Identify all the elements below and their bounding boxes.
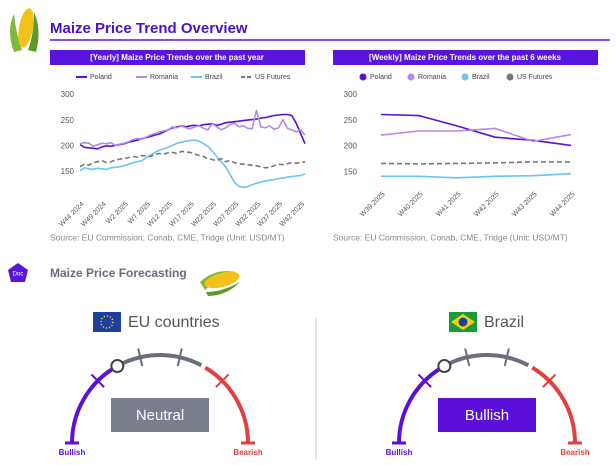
chart-header bbox=[50, 50, 305, 65]
page-title: Maize Price Trend Overview bbox=[50, 20, 248, 37]
y-tick-label: 150 bbox=[344, 167, 358, 176]
outlook-box bbox=[111, 398, 209, 432]
corn-icon bbox=[10, 8, 39, 52]
gauge-bearish-arc bbox=[204, 365, 250, 444]
gauge-tick bbox=[176, 348, 183, 367]
legend-label: Brazil bbox=[472, 74, 490, 81]
legend-label: Romania bbox=[150, 74, 178, 81]
doc-badge bbox=[8, 263, 28, 282]
series-line bbox=[79, 109, 306, 148]
gauge-region: EU countries bbox=[128, 314, 220, 331]
gauge-region: Brazil bbox=[484, 314, 524, 331]
x-tick-label: W39 2025 bbox=[359, 191, 387, 219]
gauge-tick bbox=[464, 348, 471, 367]
y-tick-label: 300 bbox=[344, 90, 358, 99]
gauge-bearish-arc bbox=[531, 365, 577, 444]
brazil-flag bbox=[449, 312, 477, 332]
source-note: Source: EU Commission, Conab, CME, Tridg… bbox=[50, 232, 285, 242]
gauge-bullish-arc bbox=[397, 365, 443, 444]
gauge-tick bbox=[215, 373, 230, 388]
y-tick-label: 200 bbox=[61, 141, 75, 150]
series-line bbox=[381, 172, 572, 179]
gauge-tick bbox=[503, 348, 510, 367]
y-tick-label: 250 bbox=[344, 116, 358, 125]
gauge-right-label: Bearish bbox=[560, 448, 589, 457]
outlook-label: Neutral bbox=[136, 407, 184, 424]
legend-label: Poland bbox=[370, 74, 392, 81]
gauge-right-label: Bearish bbox=[233, 448, 262, 457]
legend-swatch bbox=[407, 73, 415, 81]
legend-swatch bbox=[359, 73, 367, 81]
series-line bbox=[380, 127, 572, 143]
legend-label: Poland bbox=[90, 74, 112, 81]
legend-swatch bbox=[506, 73, 514, 81]
y-tick-label: 250 bbox=[61, 116, 75, 125]
legend-label: US Futures bbox=[255, 74, 291, 81]
legend-label: Brazil bbox=[205, 74, 223, 81]
legend-swatch bbox=[461, 73, 469, 81]
gauge-tick bbox=[137, 348, 144, 367]
gauge-neutral-arc bbox=[119, 353, 203, 368]
chart-title: [Yearly] Maize Price Trends over the pas… bbox=[90, 53, 264, 62]
gauge-left-label: Bullish bbox=[386, 448, 413, 457]
gauge-tick bbox=[542, 373, 557, 388]
source-note: Source: EU Commission, Conab, CME, Tridg… bbox=[333, 232, 568, 242]
legend-label: Romania bbox=[418, 74, 446, 81]
outlook-box bbox=[438, 398, 536, 432]
x-tick-label: W43 2025 bbox=[511, 191, 539, 219]
outlook-label: Bullish bbox=[465, 407, 509, 424]
gauge-tick bbox=[417, 373, 432, 388]
x-tick-label: W42 2025 bbox=[473, 191, 501, 219]
y-tick-label: 150 bbox=[61, 167, 75, 176]
section-title: Maize Price Forecasting bbox=[50, 266, 187, 280]
x-tick-label: W2 2025 bbox=[105, 201, 130, 226]
gauge-marker bbox=[110, 359, 125, 374]
gauge-marker bbox=[437, 359, 452, 374]
y-tick-label: 200 bbox=[344, 142, 358, 151]
x-tick-label: W41 2025 bbox=[435, 191, 463, 219]
x-tick-label: W40 2025 bbox=[397, 191, 425, 219]
doc-badge-text: Doc bbox=[13, 272, 24, 278]
gauge-bullish-arc bbox=[70, 365, 116, 444]
chart-header bbox=[333, 50, 598, 65]
corn-icon bbox=[200, 271, 240, 296]
y-tick-label: 300 bbox=[61, 90, 75, 99]
gauge-neutral-arc bbox=[446, 353, 530, 368]
legend-label: US Futures bbox=[517, 74, 553, 81]
series-line bbox=[380, 113, 572, 147]
series-line bbox=[79, 150, 306, 169]
x-tick-label: W44 2025 bbox=[549, 191, 577, 219]
gauge-tick bbox=[90, 373, 105, 388]
series-line bbox=[79, 139, 306, 189]
series-line bbox=[380, 161, 571, 165]
eu-flag bbox=[93, 312, 121, 332]
gauge-left-label: Bullish bbox=[59, 448, 86, 457]
chart-title: [Weekly] Maize Price Trends over the pas… bbox=[369, 53, 561, 62]
